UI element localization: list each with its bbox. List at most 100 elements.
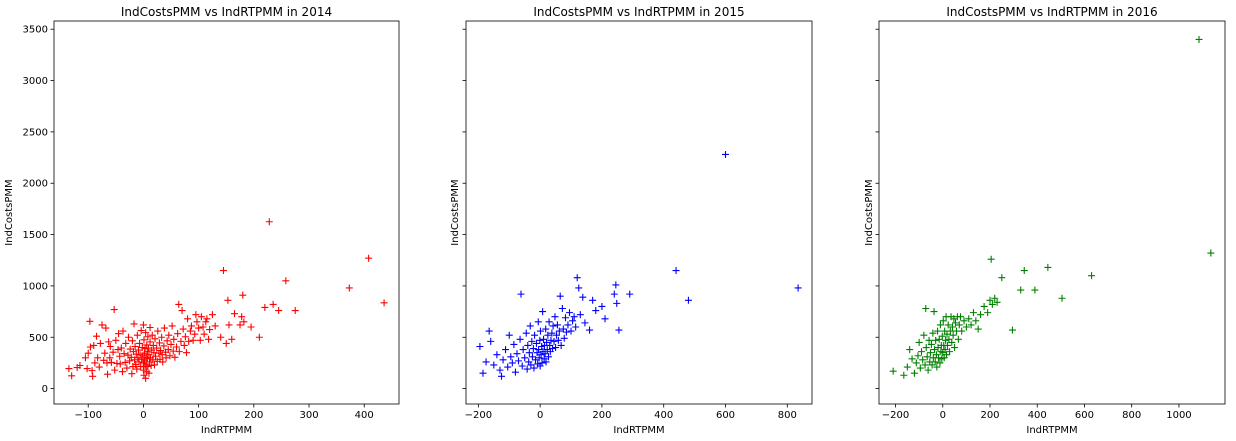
data-points <box>476 150 802 380</box>
data-point <box>567 327 575 335</box>
data-point <box>240 318 248 326</box>
data-point <box>157 347 165 355</box>
data-point <box>612 281 620 289</box>
data-point <box>535 346 543 354</box>
data-point <box>672 267 680 275</box>
data-point <box>153 344 161 352</box>
data-point <box>485 327 493 335</box>
data-point <box>146 338 154 346</box>
data-point <box>539 308 547 316</box>
data-point <box>794 284 802 292</box>
data-point <box>182 349 190 357</box>
data-point <box>105 338 113 346</box>
data-point <box>523 365 531 373</box>
x-tick-label: 200 <box>592 410 611 421</box>
data-point <box>1195 35 1203 43</box>
data-point <box>116 352 124 360</box>
data-point <box>972 317 980 325</box>
data-point <box>543 338 551 346</box>
data-point <box>93 332 101 340</box>
data-point <box>548 329 556 337</box>
data-point <box>150 361 158 369</box>
data-point <box>544 353 552 361</box>
data-point <box>965 315 973 323</box>
data-point <box>1088 272 1096 280</box>
data-point <box>128 370 136 378</box>
data-point <box>231 310 239 318</box>
data-points <box>889 35 1215 379</box>
data-point <box>68 372 76 380</box>
data-point <box>946 327 954 335</box>
data-point <box>199 323 207 331</box>
data-point <box>914 352 922 360</box>
data-point <box>544 331 552 339</box>
data-point <box>168 322 176 330</box>
data-point <box>1020 267 1028 275</box>
data-point <box>918 348 926 356</box>
data-point <box>942 336 950 344</box>
x-tick-label: 0 <box>537 410 543 421</box>
data-point <box>935 335 943 343</box>
data-point <box>487 337 495 345</box>
data-point <box>575 284 583 292</box>
data-point <box>987 255 995 263</box>
data-point <box>143 341 151 349</box>
data-point <box>184 315 192 323</box>
data-point <box>164 346 172 354</box>
data-point <box>518 362 526 370</box>
data-point <box>154 327 162 335</box>
data-point <box>142 329 150 337</box>
data-point <box>525 349 533 357</box>
data-point <box>941 346 949 354</box>
data-point <box>549 345 556 353</box>
data-point <box>269 300 277 308</box>
data-point <box>684 296 692 304</box>
data-point <box>524 341 532 349</box>
data-point <box>615 326 623 334</box>
data-point <box>527 361 535 369</box>
data-point <box>493 351 501 359</box>
data-point <box>932 336 940 344</box>
axes-frame <box>878 20 1226 405</box>
data-point <box>94 354 102 362</box>
data-point <box>160 324 168 332</box>
data-point <box>908 355 916 363</box>
data-point <box>247 323 255 331</box>
data-point <box>565 309 573 317</box>
data-point <box>123 364 131 372</box>
data-point <box>95 363 103 371</box>
data-point <box>380 299 388 307</box>
data-point <box>598 302 606 310</box>
data-point <box>160 342 168 350</box>
data-point <box>504 363 512 371</box>
data-point <box>134 346 142 354</box>
data-point <box>187 322 195 330</box>
data-point <box>236 321 244 329</box>
data-points <box>65 218 388 382</box>
data-point <box>195 324 203 332</box>
x-tick-label: 400 <box>654 410 673 421</box>
data-point <box>929 329 937 337</box>
subplot-3: −200 0 200 400 600 800 1000 IndCostsPMM vs IndR… <box>864 5 1226 436</box>
data-point <box>255 333 263 341</box>
data-point <box>551 313 559 321</box>
data-point <box>228 335 236 343</box>
data-point <box>529 345 537 353</box>
data-point <box>148 331 156 339</box>
data-point <box>167 340 175 348</box>
data-point <box>922 305 930 313</box>
data-point <box>496 366 504 374</box>
data-point <box>282 277 290 285</box>
data-point <box>962 323 970 331</box>
data-point <box>927 340 935 348</box>
data-point <box>920 331 928 339</box>
data-point <box>163 337 171 345</box>
data-point <box>889 367 897 375</box>
data-point <box>540 335 548 343</box>
data-point <box>98 321 106 329</box>
x-tick-label: 1000 <box>1166 410 1191 421</box>
data-point <box>118 368 126 376</box>
data-point <box>576 311 584 319</box>
data-point <box>581 319 589 327</box>
data-point <box>991 294 999 302</box>
